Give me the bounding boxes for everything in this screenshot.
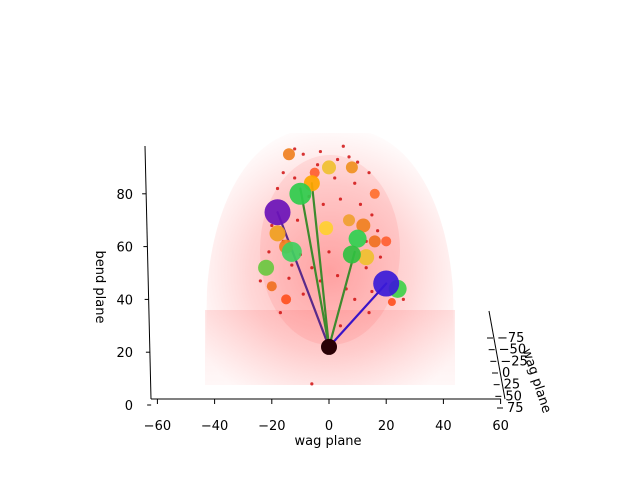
density-cloud bbox=[205, 133, 455, 385]
scatter-point bbox=[270, 223, 274, 228]
data-marker bbox=[373, 270, 400, 297]
branch-line bbox=[276, 211, 331, 349]
y-tick-label: 40 bbox=[116, 293, 133, 308]
z-tick-label: −50 bbox=[499, 343, 526, 358]
scatter-point bbox=[370, 289, 374, 294]
scatter-point bbox=[295, 218, 300, 222]
x-tick-label: 0 bbox=[325, 419, 333, 434]
data-marker bbox=[266, 281, 277, 292]
scatter-point bbox=[367, 171, 371, 175]
z-tick-label: 25 bbox=[504, 378, 521, 393]
scatter-point bbox=[310, 382, 314, 386]
z-tick-label: 0 bbox=[502, 366, 510, 381]
y-tick-label: 0 bbox=[125, 399, 133, 414]
branch-line bbox=[327, 250, 356, 349]
z-axis-label: wag plane bbox=[519, 347, 554, 415]
scatter-point bbox=[290, 263, 294, 267]
x-tick-label: −40 bbox=[201, 419, 228, 434]
scatter-point bbox=[278, 311, 282, 315]
data-marker bbox=[343, 214, 356, 227]
data-marker bbox=[281, 294, 292, 305]
x-axis-label: wag plane bbox=[294, 434, 361, 449]
markers bbox=[258, 148, 407, 355]
scatter-point bbox=[401, 297, 405, 301]
scatter-point bbox=[275, 186, 280, 191]
origin-marker bbox=[321, 338, 337, 355]
scatter-point bbox=[315, 163, 320, 167]
data-marker bbox=[381, 236, 392, 247]
data-marker bbox=[269, 225, 286, 242]
z-axis-line bbox=[488, 310, 506, 400]
axes: −60 −40 −20 0 20 40 60020406080−75−50−25025507… bbox=[116, 145, 528, 434]
scatter-point bbox=[347, 155, 351, 159]
scatter-point bbox=[293, 147, 297, 151]
data-marker bbox=[309, 167, 320, 178]
scatter-point bbox=[301, 292, 305, 296]
data-marker bbox=[358, 249, 375, 266]
data-marker bbox=[356, 218, 371, 233]
x-tick-label: 60 bbox=[492, 419, 509, 434]
scatter-point bbox=[267, 250, 271, 254]
data-marker bbox=[387, 298, 396, 307]
data-marker bbox=[319, 221, 334, 236]
scatter-point bbox=[341, 144, 345, 148]
scatter-point bbox=[378, 255, 383, 259]
scatter-point bbox=[335, 157, 340, 162]
data-marker bbox=[264, 199, 291, 226]
x-tick-label: −60 bbox=[144, 419, 171, 434]
branch-line bbox=[299, 187, 331, 349]
y-tick-label: 80 bbox=[116, 188, 133, 203]
scatter-point bbox=[310, 266, 314, 270]
scatter-point bbox=[327, 250, 331, 254]
scatter-point bbox=[370, 213, 374, 217]
scatter-point bbox=[335, 274, 340, 278]
scatter-point bbox=[358, 202, 363, 206]
scatter-point bbox=[281, 171, 285, 175]
z-tick-label: −25 bbox=[500, 354, 527, 369]
branch-lines bbox=[276, 182, 388, 349]
scatter-point bbox=[321, 202, 325, 206]
branch-line bbox=[327, 282, 388, 349]
y-tick-label: 60 bbox=[116, 241, 133, 256]
data-marker bbox=[342, 245, 361, 264]
scatter-point bbox=[333, 176, 337, 180]
scatter-point bbox=[258, 279, 262, 283]
scatter-point bbox=[318, 149, 323, 154]
z-tick-label: 50 bbox=[505, 389, 522, 404]
y-tick-label: 20 bbox=[116, 346, 133, 361]
data-marker bbox=[282, 148, 295, 161]
scatter-point bbox=[338, 197, 343, 201]
scatter-point bbox=[367, 311, 371, 315]
data-marker bbox=[345, 161, 358, 174]
data-marker bbox=[348, 229, 367, 248]
y-axis-label: bend plane bbox=[92, 251, 107, 324]
scatter-points bbox=[258, 144, 405, 386]
scatter-point bbox=[364, 266, 368, 270]
data-marker bbox=[368, 235, 381, 248]
scatter-point bbox=[353, 297, 357, 301]
z-tick-label: 75 bbox=[507, 401, 524, 416]
scatter-point bbox=[338, 324, 343, 328]
scatter-point bbox=[353, 181, 357, 185]
branch-line bbox=[310, 182, 331, 349]
x-tick-label: 20 bbox=[378, 419, 395, 434]
data-marker bbox=[281, 241, 302, 262]
scatter-point bbox=[376, 229, 380, 233]
data-marker bbox=[289, 182, 312, 205]
x-tick-label: −20 bbox=[258, 419, 285, 434]
data-marker bbox=[369, 188, 380, 199]
scatter-point bbox=[287, 276, 291, 280]
data-marker bbox=[322, 160, 336, 175]
y-axis-line bbox=[144, 145, 152, 400]
x-tick-label: 40 bbox=[435, 419, 452, 434]
z-tick-label: −75 bbox=[497, 331, 524, 346]
scatter-point bbox=[356, 160, 360, 164]
data-marker bbox=[258, 259, 275, 276]
scatter-point bbox=[293, 176, 297, 180]
scatter-point bbox=[301, 152, 305, 156]
